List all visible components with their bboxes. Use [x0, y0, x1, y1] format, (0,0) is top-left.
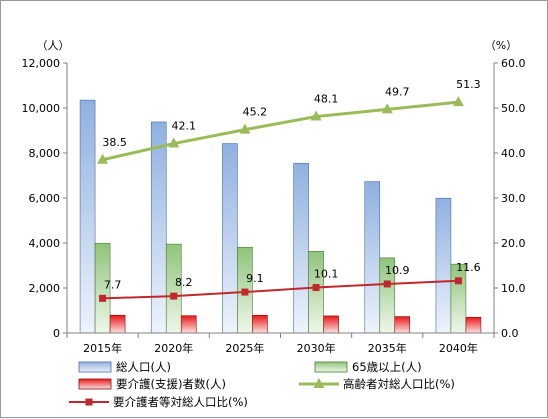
data-label-2-5: 10.9 — [385, 264, 410, 277]
data-label-2-6: 11.6 — [456, 261, 481, 274]
legend-swatch-2 — [314, 361, 348, 373]
data-label-1-6: 51.3 — [456, 78, 481, 91]
left-tick-label: 0 — [53, 327, 60, 340]
marker-elderly-ratio-6 — [452, 96, 464, 107]
bar-1-5 — [364, 181, 381, 334]
right-axis-unit: （%） — [485, 39, 517, 52]
legend-label-4: 高齢者対総人口比(%) — [343, 377, 455, 391]
legend-label-1: 総人口(人) — [116, 360, 171, 374]
data-label-1-2: 42.1 — [172, 120, 197, 133]
bar-layer — [79, 99, 482, 334]
category-label-6: 2040年 — [439, 341, 478, 355]
right-tick-label: 30.0 — [501, 192, 526, 205]
data-label-2-1: 7.7 — [104, 278, 122, 291]
axes-layer: 0 2,000 4,000 6,000 8,000 10,000 12,000 0.0 10.0… — [22, 39, 526, 355]
right-tick-label: 10.0 — [501, 282, 526, 295]
data-label-2-2: 8.2 — [175, 276, 193, 289]
right-tick-label: 60.0 — [501, 57, 526, 70]
data-label-1-5: 49.7 — [385, 85, 410, 98]
bar-2-4 — [308, 251, 324, 334]
left-tick-label: 12,000 — [22, 57, 61, 70]
right-tick-label: 40.0 — [501, 147, 526, 160]
marker-elderly-ratio-1 — [97, 153, 109, 164]
label-layer: 38.5 42.1 45.2 48.1 49.7 51.3 7.7 8.2 9.1 10.1 10.… — [102, 78, 480, 291]
bar-3-1 — [109, 314, 126, 334]
marker-care-ratio-6 — [454, 277, 462, 285]
data-label-2-4: 10.1 — [314, 268, 339, 281]
bar-3-6 — [465, 316, 482, 334]
bar-2-6 — [450, 263, 467, 334]
bar-3-5 — [394, 316, 411, 334]
line-layer — [97, 96, 464, 302]
left-tick-label: 2,000 — [29, 282, 61, 295]
left-tick-label: 4,000 — [29, 237, 61, 250]
marker-care-ratio-2 — [170, 292, 178, 300]
marker-care-ratio-3 — [241, 288, 249, 296]
legend-marker-4 — [313, 378, 325, 388]
marker-care-ratio-5 — [383, 280, 391, 288]
bar-3-3 — [252, 314, 268, 334]
category-label-2: 2020年 — [154, 341, 193, 355]
legend: 総人口(人) 65歳以上(人) 要介護(支援)者数(人) 高齢者対総人口比(%) 要介護… — [69, 360, 455, 409]
right-tick-label: 20.0 — [501, 237, 526, 250]
right-tick-label: 0.0 — [501, 327, 519, 340]
left-axis-unit: （人） — [37, 39, 70, 52]
bar-3-4 — [323, 315, 339, 334]
marker-elderly-ratio-2 — [168, 137, 180, 148]
legend-swatch-1 — [78, 361, 112, 373]
bar-1-6 — [435, 197, 452, 334]
marker-elderly-ratio-5 — [381, 103, 393, 114]
category-label-3: 2025年 — [225, 341, 264, 355]
bar-1-2 — [150, 121, 167, 334]
bar-3-2 — [180, 315, 197, 334]
data-label-1-3: 45.2 — [243, 106, 268, 119]
marker-elderly-ratio-3 — [239, 123, 251, 134]
marker-care-ratio-1 — [99, 294, 107, 302]
category-label-5: 2035年 — [368, 341, 407, 355]
bar-1-3 — [222, 143, 238, 334]
legend-label-3: 要介護(支援)者数(人) — [116, 377, 226, 391]
left-tick-label: 6,000 — [29, 192, 61, 205]
marker-elderly-ratio-4 — [310, 110, 322, 121]
legend-label-5: 要介護者等対総人口比(%) — [113, 395, 248, 409]
bar-1-1 — [79, 99, 96, 334]
line-series-1 — [102, 100, 459, 162]
legend-marker-5 — [85, 398, 93, 406]
right-tick-label: 50.0 — [501, 102, 526, 115]
category-label-1: 2015年 — [83, 341, 122, 355]
data-label-1-4: 48.1 — [314, 93, 339, 106]
category-label-4: 2030年 — [297, 341, 336, 355]
left-tick-label: 8,000 — [29, 147, 61, 160]
line-series-2 — [102, 279, 459, 300]
left-tick-label: 10,000 — [22, 102, 61, 115]
marker-care-ratio-4 — [312, 284, 320, 292]
legend-label-2: 65歳以上(人) — [352, 360, 422, 374]
data-label-2-3: 9.1 — [246, 272, 264, 285]
legend-swatch-3 — [78, 378, 112, 390]
data-label-1-1: 38.5 — [102, 136, 127, 149]
bar-1-4 — [293, 163, 309, 334]
